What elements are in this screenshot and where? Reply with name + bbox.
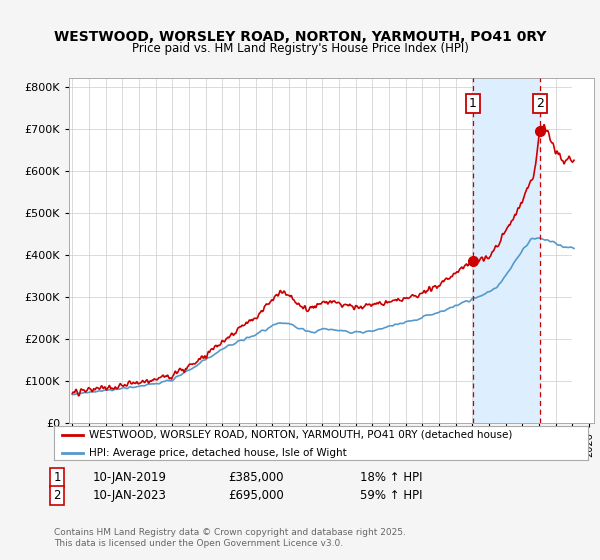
Text: Contains HM Land Registry data © Crown copyright and database right 2025.
This d: Contains HM Land Registry data © Crown c… <box>54 528 406 548</box>
Text: 18% ↑ HPI: 18% ↑ HPI <box>360 470 422 484</box>
Text: 1: 1 <box>469 97 477 110</box>
Text: 2: 2 <box>536 97 544 110</box>
Text: £385,000: £385,000 <box>228 470 284 484</box>
Text: 59% ↑ HPI: 59% ↑ HPI <box>360 489 422 502</box>
Text: £695,000: £695,000 <box>228 489 284 502</box>
Text: 1: 1 <box>53 470 61 484</box>
Text: 2: 2 <box>53 489 61 502</box>
Text: Price paid vs. HM Land Registry's House Price Index (HPI): Price paid vs. HM Land Registry's House … <box>131 41 469 55</box>
Text: 10-JAN-2023: 10-JAN-2023 <box>93 489 167 502</box>
Text: HPI: Average price, detached house, Isle of Wight: HPI: Average price, detached house, Isle… <box>89 447 346 458</box>
Text: WESTWOOD, WORSLEY ROAD, NORTON, YARMOUTH, PO41 0RY: WESTWOOD, WORSLEY ROAD, NORTON, YARMOUTH… <box>54 30 546 44</box>
Text: 10-JAN-2019: 10-JAN-2019 <box>93 470 167 484</box>
Bar <box>473 78 539 423</box>
Bar <box>572 78 594 423</box>
Text: WESTWOOD, WORSLEY ROAD, NORTON, YARMOUTH, PO41 0RY (detached house): WESTWOOD, WORSLEY ROAD, NORTON, YARMOUTH… <box>89 430 512 440</box>
